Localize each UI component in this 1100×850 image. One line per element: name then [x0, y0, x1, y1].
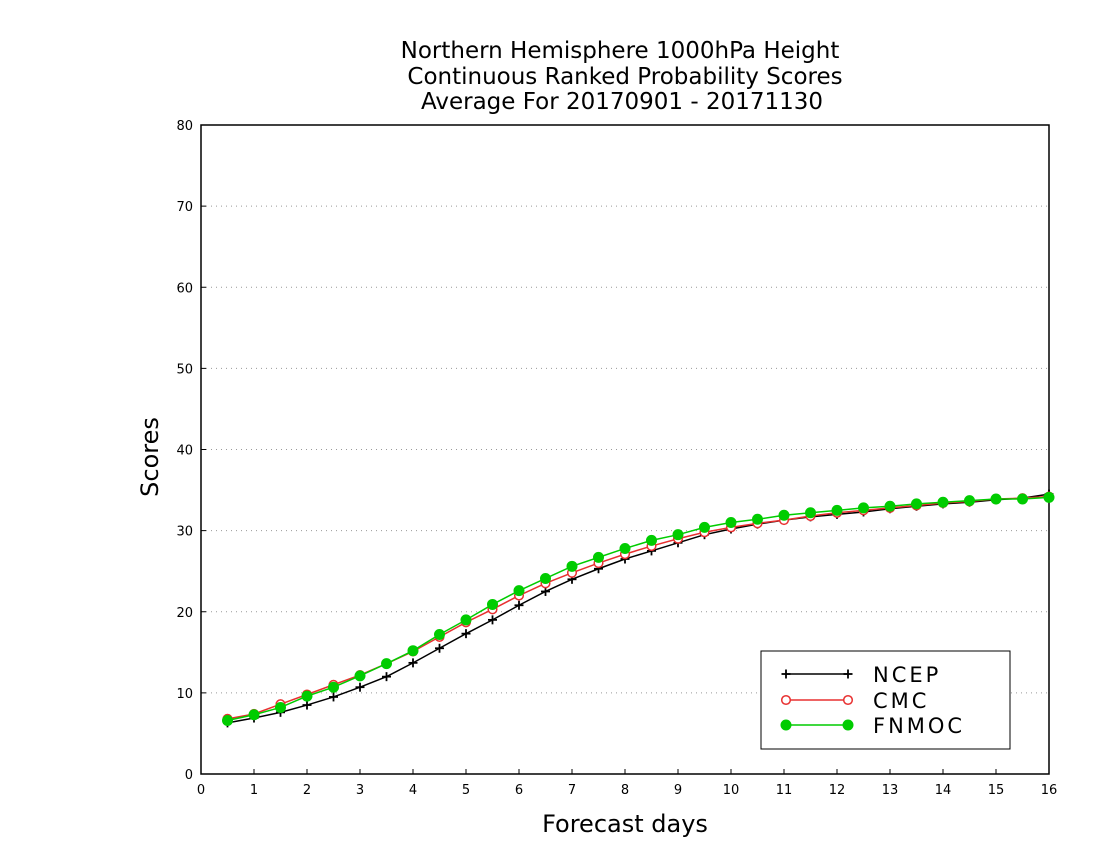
legend-marker-left-fnmoc	[780, 719, 792, 731]
point-fnmoc-13	[566, 560, 578, 572]
legend-marker-left-ncep	[781, 669, 791, 679]
x-axis-label: Forecast days	[542, 810, 708, 838]
point-fnmoc-31	[1043, 491, 1055, 503]
point-fnmoc-2	[275, 701, 286, 713]
point-fnmoc-26	[911, 498, 922, 510]
x-tick-label-9: 9	[674, 783, 682, 798]
series-fnmoc	[222, 491, 1055, 726]
gridlines	[201, 205, 1049, 694]
point-fnmoc-16	[646, 534, 657, 546]
point-ncep-4	[329, 692, 338, 702]
x-tick-label-11: 11	[776, 783, 793, 798]
legend-marker-right-fnmoc	[842, 719, 854, 731]
x-tick-label-2: 2	[303, 783, 311, 798]
chart-title-line-2: Continuous Ranked Probability Scores	[407, 64, 842, 90]
point-fnmoc-14	[593, 551, 604, 563]
chart-title-line-3: Average For 20170901 - 20171130	[421, 89, 823, 115]
point-ncep-9	[461, 629, 471, 639]
point-ncep-6	[382, 672, 391, 682]
point-fnmoc-18	[699, 521, 710, 533]
y-tick-label-40: 40	[176, 444, 193, 459]
series-layer	[222, 489, 1055, 728]
point-fnmoc-15	[619, 542, 631, 554]
legend-item-cmc: CMC	[780, 689, 929, 713]
point-fnmoc-30	[1017, 493, 1028, 505]
legend-label-cmc: CMC	[873, 689, 929, 713]
y-tick-label-80: 80	[176, 119, 193, 134]
x-tick-label-4: 4	[409, 783, 417, 798]
x-tick-label-7: 7	[568, 783, 576, 798]
point-fnmoc-17	[672, 529, 684, 541]
point-fnmoc-10	[487, 598, 498, 610]
point-fnmoc-1	[248, 709, 260, 721]
x-tick-label-0: 0	[197, 783, 205, 798]
x-tick-label-5: 5	[462, 783, 470, 798]
legend-label-fnmoc: FNMOC	[873, 714, 965, 738]
x-tick-label-13: 13	[882, 783, 899, 798]
x-tick-label-12: 12	[829, 783, 846, 798]
point-ncep-12	[541, 586, 550, 596]
point-fnmoc-11	[513, 585, 525, 597]
x-tick-label-14: 14	[935, 783, 952, 798]
x-tick-label-10: 10	[723, 783, 740, 798]
point-ncep-5	[355, 682, 365, 692]
point-fnmoc-8	[434, 628, 445, 640]
point-fnmoc-21	[778, 509, 790, 521]
point-fnmoc-28	[964, 495, 975, 507]
legend-marker-right-ncep	[843, 669, 853, 679]
point-fnmoc-22	[805, 507, 816, 519]
point-fnmoc-29	[990, 493, 1002, 505]
x-axis: 0 1 2 3 4 5 6 7 8 9 10 11 12 13 14 15 16	[197, 769, 1057, 798]
y-tick-label-20: 20	[176, 606, 193, 621]
y-axis-label: Scores	[136, 417, 164, 497]
y-axis: 0 10 20 30 40 50 60 70 80	[176, 119, 206, 783]
legend-marker-left-cmc	[780, 694, 792, 706]
point-ncep-8	[435, 643, 444, 653]
point-fnmoc-3	[301, 690, 313, 702]
y-tick-label-10: 10	[176, 687, 193, 702]
x-tick-label-1: 1	[250, 783, 258, 798]
x-tick-label-8: 8	[621, 783, 629, 798]
point-fnmoc-20	[752, 513, 763, 525]
point-ncep-7	[408, 658, 418, 668]
y-tick-label-60: 60	[176, 281, 193, 296]
point-fnmoc-23	[831, 504, 843, 516]
point-fnmoc-9	[460, 614, 472, 626]
point-fnmoc-4	[328, 681, 339, 693]
y-tick-label-30: 30	[176, 525, 193, 540]
x-tick-label-6: 6	[515, 783, 523, 798]
point-fnmoc-0	[222, 714, 233, 726]
point-ncep-10	[488, 615, 497, 625]
x-tick-label-16: 16	[1041, 783, 1058, 798]
point-fnmoc-12	[540, 572, 551, 584]
x-tick-label-3: 3	[356, 783, 364, 798]
legend-marker-right-cmc	[842, 694, 854, 706]
y-tick-label-0: 0	[185, 768, 193, 783]
point-fnmoc-27	[937, 496, 949, 508]
legend-label-ncep: NCEP	[873, 663, 941, 687]
chart-title-line-1: Northern Hemisphere 1000hPa Height	[401, 38, 840, 64]
x-tick-label-15: 15	[988, 783, 1005, 798]
point-ncep-11	[514, 600, 524, 610]
point-fnmoc-7	[407, 645, 419, 657]
point-fnmoc-24	[858, 502, 869, 514]
legend-item-ncep: NCEP	[781, 663, 941, 687]
point-fnmoc-5	[354, 670, 366, 682]
y-tick-label-70: 70	[176, 200, 193, 215]
y-tick-label-50: 50	[176, 362, 193, 377]
legend-item-fnmoc: FNMOC	[780, 714, 965, 738]
point-fnmoc-25	[884, 500, 896, 512]
point-ncep-3	[302, 700, 312, 710]
point-fnmoc-19	[725, 517, 737, 529]
point-fnmoc-6	[381, 658, 392, 670]
